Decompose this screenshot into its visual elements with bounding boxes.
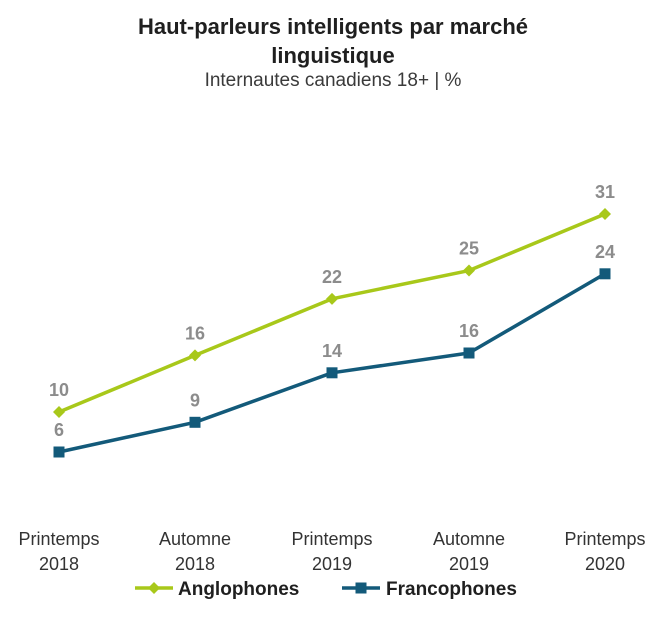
x-tick-label-4-1: 2020 xyxy=(585,554,625,574)
data-label-anglophones-3: 25 xyxy=(459,239,479,259)
data-label-anglophones-2: 22 xyxy=(322,267,342,287)
x-tick-label-1-1: 2018 xyxy=(175,554,215,574)
x-tick-label-1-0: Automne xyxy=(159,529,231,549)
x-tick-label-0-0: Printemps xyxy=(18,529,99,549)
chart-subtitle: Internautes canadiens 18+ | % xyxy=(204,70,462,91)
chart-title: Haut-parleurs intelligents par marché li… xyxy=(0,12,666,70)
data-label-francophones-4: 24 xyxy=(595,242,615,262)
legend-marker-francophones xyxy=(355,582,367,594)
data-label-francophones-2: 14 xyxy=(322,341,342,361)
data-label-francophones-0: 6 xyxy=(54,420,64,440)
x-tick-label-2-0: Printemps xyxy=(291,529,372,549)
point-anglophones-4 xyxy=(599,207,611,220)
data-label-anglophones-4: 31 xyxy=(595,182,615,202)
legend-label-anglophones: Anglophones xyxy=(178,579,299,600)
x-tick-label-3-1: 2019 xyxy=(449,554,489,574)
chart-title-line2: linguistique xyxy=(271,43,395,68)
point-anglophones-3 xyxy=(463,264,475,277)
chart-title-line1: Haut-parleurs intelligents par marché xyxy=(138,14,528,39)
point-anglophones-2 xyxy=(326,292,338,305)
data-label-anglophones-1: 16 xyxy=(185,323,205,343)
point-francophones-2 xyxy=(326,367,338,379)
data-label-francophones-1: 9 xyxy=(190,390,200,410)
data-label-anglophones-0: 10 xyxy=(49,380,69,400)
series-line-anglophones xyxy=(58,212,606,414)
x-tick-label-0-1: 2018 xyxy=(39,554,79,574)
x-tick-label-4-0: Printemps xyxy=(564,529,645,549)
x-tick-label-3-0: Automne xyxy=(433,529,505,549)
legend-marker-anglophones xyxy=(148,582,160,594)
point-francophones-4 xyxy=(599,268,611,280)
x-tick-label-2-1: 2019 xyxy=(312,554,352,574)
point-anglophones-0 xyxy=(53,406,65,418)
data-label-francophones-3: 16 xyxy=(459,321,479,341)
point-francophones-1 xyxy=(189,416,201,428)
point-anglophones-1 xyxy=(189,349,201,362)
point-francophones-0 xyxy=(53,446,65,458)
point-francophones-3 xyxy=(463,347,475,359)
legend-label-francophones: Francophones xyxy=(386,579,517,600)
